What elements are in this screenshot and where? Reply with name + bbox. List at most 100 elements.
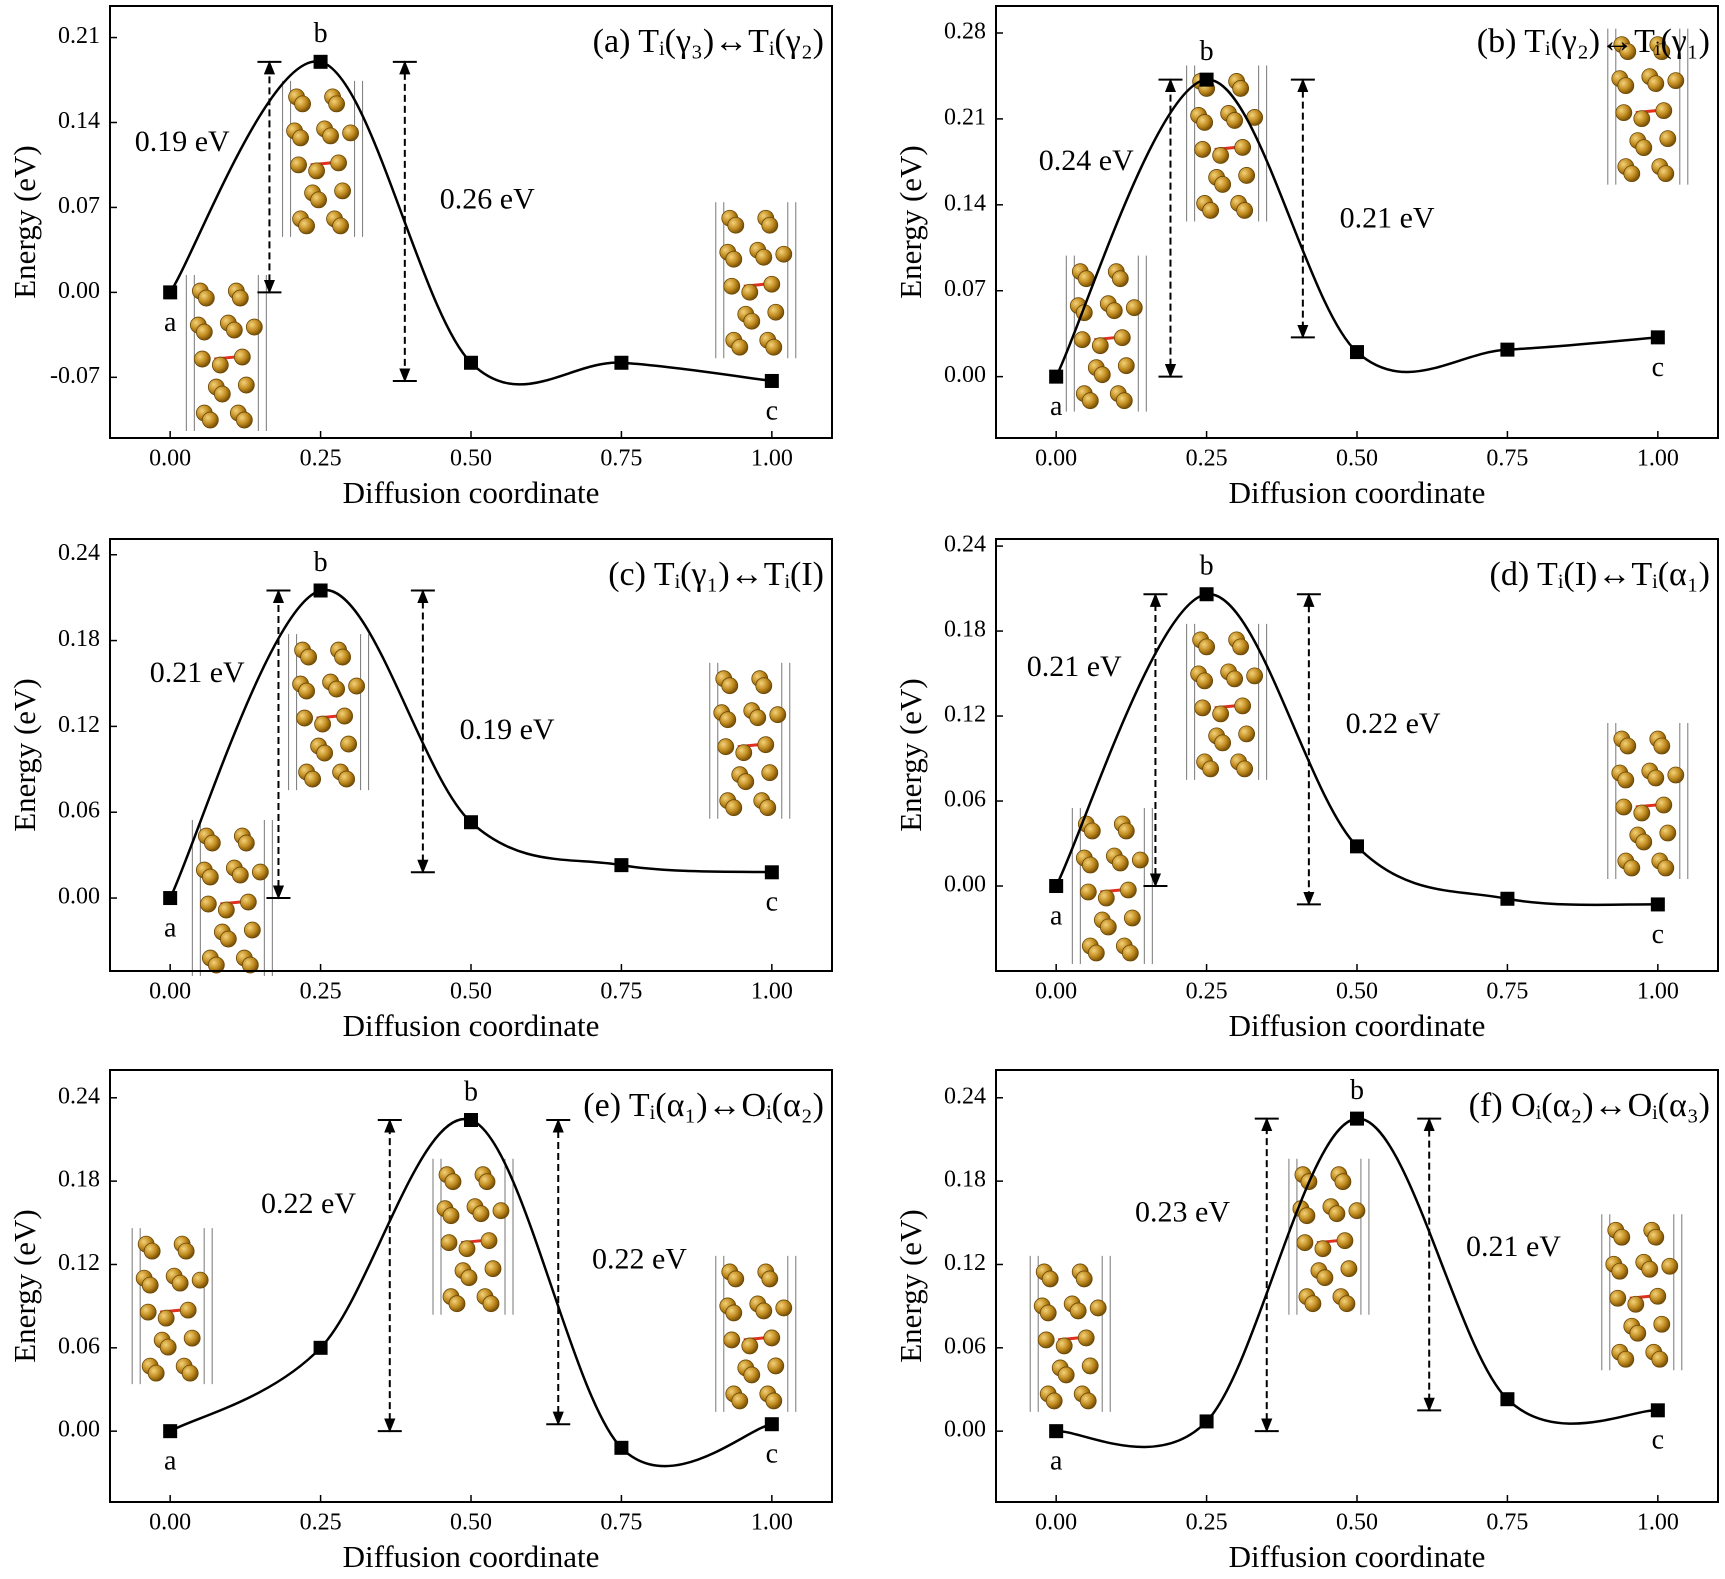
panel-title: (e) Tᵢ(α₁)↔Oᵢ(α₂) <box>583 1087 824 1124</box>
x-tick-label: 1.00 <box>1637 979 1679 1005</box>
panel: 0.00 0.06 0.12 0.18 0.24 0.00 0.25 0.50 0.75 1.00… <box>893 1069 1719 1574</box>
atom <box>1647 769 1665 787</box>
atom <box>316 744 334 762</box>
x-tick-label: 0.00 <box>1035 979 1077 1005</box>
atom <box>1069 1302 1087 1320</box>
atom <box>1340 1260 1358 1278</box>
point-label: b <box>464 1076 478 1107</box>
y-axis-label: Energy (eV) <box>893 678 928 832</box>
panel: 0.00 0.07 0.14 0.21 0.28 0.00 0.25 0.50 0.75 1.00… <box>893 5 1719 510</box>
atom <box>749 709 767 727</box>
atom <box>1617 1350 1635 1368</box>
x-tick-label: 1.00 <box>1637 446 1679 472</box>
atom <box>1613 1228 1631 1246</box>
atom <box>761 764 779 782</box>
y-tick-label: 0.18 <box>58 1167 100 1193</box>
atom <box>1238 725 1256 743</box>
y-tick-label: 0.21 <box>58 23 100 49</box>
x-tick-label: 0.25 <box>300 1510 342 1536</box>
atom <box>213 385 231 403</box>
data-point <box>464 355 478 370</box>
structure-inset <box>432 1158 514 1315</box>
structure-inset <box>1029 1255 1111 1412</box>
atom <box>1314 1240 1332 1258</box>
barrier-label: 0.21 eV <box>1340 202 1435 235</box>
y-tick-label: 0.12 <box>58 1250 100 1276</box>
atom <box>1653 737 1671 755</box>
y-axis-label: Energy (eV) <box>893 145 928 299</box>
structure-inset <box>1601 1214 1683 1371</box>
atom <box>217 901 235 919</box>
barrier-label: 0.22 eV <box>261 1187 356 1220</box>
data-point <box>1049 369 1064 384</box>
atom <box>1298 1207 1316 1225</box>
atom <box>725 250 743 268</box>
atom <box>741 1337 759 1355</box>
x-tick-label: 0.00 <box>149 1510 191 1536</box>
atom <box>181 1364 199 1382</box>
atom <box>1232 638 1250 656</box>
atom <box>1111 854 1129 872</box>
x-axis-label: Diffusion coordinate <box>1229 1008 1486 1043</box>
atom <box>1041 1270 1059 1288</box>
structure-inset <box>1607 723 1689 880</box>
energy-curve <box>1055 78 1658 378</box>
y-tick-label: -0.07 <box>50 363 100 389</box>
panel: 0.00 0.06 0.12 0.18 0.24 0.00 0.25 0.50 0.75 1.00… <box>7 1069 833 1574</box>
atom <box>1117 822 1135 840</box>
atom <box>157 1309 175 1327</box>
atom <box>322 127 339 145</box>
atom <box>342 124 359 142</box>
x-tick-label: 0.50 <box>450 446 492 472</box>
atom <box>336 707 354 725</box>
barrier-label: 0.23 eV <box>1135 1195 1230 1228</box>
point-label: b <box>1350 1075 1364 1106</box>
atom <box>1117 357 1135 375</box>
atom <box>298 682 316 700</box>
atom <box>1234 139 1252 156</box>
x-axis-label: Diffusion coordinate <box>343 1008 600 1043</box>
atom <box>1194 141 1212 158</box>
atom <box>298 217 315 235</box>
atom <box>243 921 261 939</box>
point-label: c <box>766 887 778 918</box>
atom <box>1619 43 1637 61</box>
point-label: c <box>1652 352 1664 383</box>
y-tick-label: 0.18 <box>944 1167 986 1193</box>
structure-inset <box>715 202 797 359</box>
atom <box>143 1242 161 1260</box>
structure-inset <box>709 662 791 819</box>
y-tick-label: 0.06 <box>944 1333 986 1359</box>
atom <box>1099 918 1117 936</box>
data-point <box>1049 879 1064 894</box>
atom <box>1304 1295 1322 1313</box>
atom <box>1623 859 1641 877</box>
y-tick-label: 0.24 <box>58 540 100 566</box>
x-axis-label: Diffusion coordinate <box>343 475 600 510</box>
atom <box>1611 1262 1629 1280</box>
atom <box>767 1357 785 1375</box>
atom <box>1348 1202 1366 1220</box>
structure-inset <box>1607 28 1689 185</box>
atom <box>328 680 346 698</box>
atom <box>743 312 761 330</box>
atom <box>725 1304 743 1322</box>
panel-title: (f) Oᵢ(α₂)↔Oᵢ(α₃) <box>1469 1087 1710 1124</box>
atom <box>1073 331 1091 349</box>
atom <box>765 1392 783 1410</box>
y-tick-label: 0.14 <box>58 108 100 134</box>
atom <box>1336 1232 1354 1250</box>
x-tick-label: 0.50 <box>1336 1510 1378 1536</box>
x-tick-label: 0.75 <box>600 979 642 1005</box>
energy-curve <box>169 1117 773 1468</box>
data-point <box>1500 891 1515 906</box>
atom <box>1647 75 1665 93</box>
y-tick-label: 0.24 <box>58 1083 100 1109</box>
y-tick-label: 0.28 <box>944 19 986 45</box>
energy-curve <box>1056 1117 1658 1449</box>
atom <box>1238 167 1256 184</box>
x-tick-label: 0.50 <box>450 979 492 1005</box>
atom <box>1633 804 1651 822</box>
x-tick-label: 0.75 <box>600 1510 642 1536</box>
atom <box>1198 638 1216 656</box>
